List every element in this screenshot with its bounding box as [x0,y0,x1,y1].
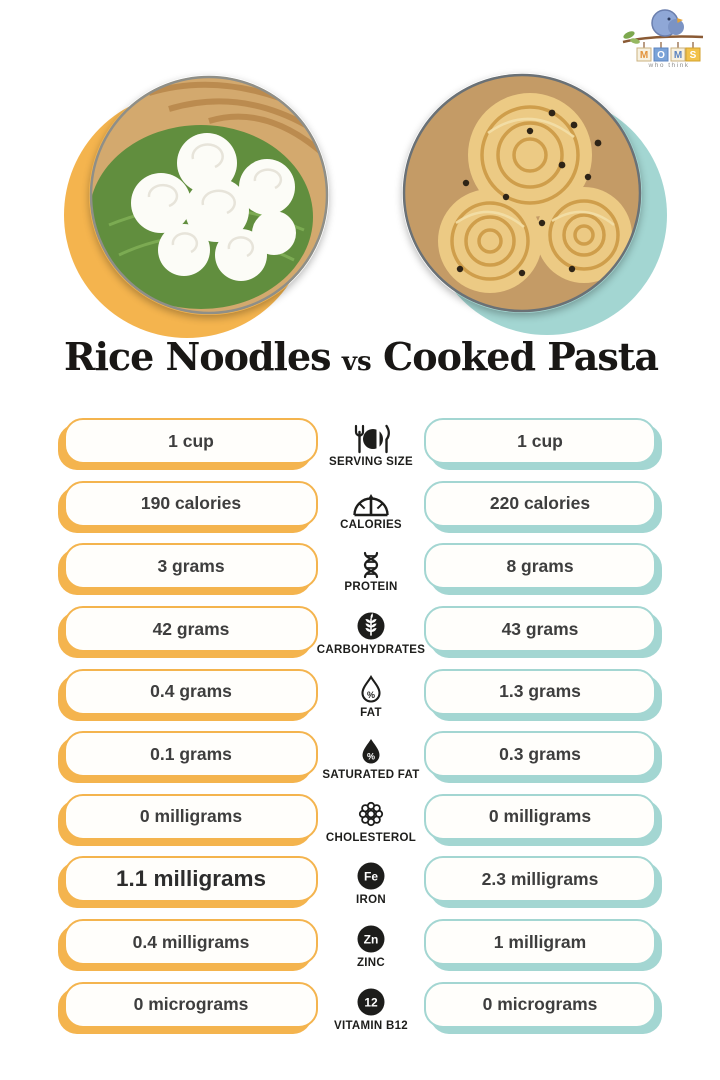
pasta-value-pill: 0.3 grams [424,731,656,778]
pasta-fat-value: 1.3 grams [499,681,581,702]
rice-value-pill: 3 grams [64,543,318,590]
page-title: Rice Noodles vs Cooked Pasta [64,334,659,379]
nutrient-label: ZINC [356,957,386,970]
nutrient-label: VITAMIN B12 [333,1019,408,1032]
rice-cholesterol-value: 0 milligrams [139,806,243,827]
nutrient-label: FAT [360,706,382,719]
rice-value-pill: 0.4 milligrams [64,919,318,966]
pasta-iron-value: 2.3 milligrams [481,868,599,889]
rice-value-pill: 1.1 milligrams [64,856,318,903]
row-zinc: 0.4 milligrams Zn ZINC 1 milligram [64,911,656,974]
pasta-value-pill: 220 calories [424,480,656,527]
moms-logo-illustration: M O M S who think [622,9,704,69]
rice-value-pill: 190 calories [64,480,318,527]
svg-text:Fe: Fe [364,870,378,884]
rice-serving-size-value: 1 cup [168,430,214,451]
pasta-value-pill: 1.3 grams [424,668,656,715]
nutrient-label: SERVING SIZE [329,456,413,469]
letter-blocks: M O M S [636,47,701,62]
rice-value-pill: 0.4 grams [64,668,318,715]
pasta-value-pill: 0 milligrams [424,793,656,840]
pasta-calories-value: 220 calories [489,493,591,514]
row-saturated-fat: 0.1 grams % SATURATED FAT 0.3 grams [64,723,656,786]
fat-droplet-icon: % [358,671,384,705]
rice-iron-value: 1.1 milligrams [115,866,267,892]
nutrition-comparison-table: 1 cup SERVING SIZE 1 cup 190 calories [64,410,656,1036]
nutrient-label: CHOLESTEROL [325,831,417,844]
rice-value-pill: 0 milligrams [64,793,318,840]
nutrient-label: IRON [356,894,386,907]
logo-letter: O [657,50,665,61]
rice-zinc-value: 0.4 milligrams [132,931,250,952]
logo-letter: M [674,50,682,61]
nutrient-label: CALORIES [340,518,402,531]
protein-helix-icon [357,545,385,579]
pasta-zinc-value: 1 milligram [493,931,587,952]
row-calories: 190 calories CALORIES 220 calories [64,473,656,536]
rice-vitamin-b12-value: 0 micrograms [133,994,249,1015]
cholesterol-molecule-icon [355,796,387,830]
svg-text:%: % [367,690,375,700]
pasta-value-pill: 1 milligram [424,919,656,966]
row-iron: 1.1 milligrams Fe IRON 2.3 milligrams [64,848,656,911]
saturated-fat-droplet-icon: % [358,733,384,767]
svg-text:%: % [367,752,375,762]
rice-value-pill: 1 cup [64,418,318,465]
rice-noodles-photo [89,75,329,315]
row-vitamin-b12: 0 micrograms 12 VITAMIN B12 0 micrograms [64,973,656,1036]
rice-carbohydrates-value: 42 grams [152,618,230,639]
right-food-title: Cooked Pasta [383,334,659,379]
moms-who-think-logo: M O M S who think [618,6,708,73]
vitamin-b12-icon: 12 [355,984,387,1018]
rice-value-pill: 0.1 grams [64,731,318,778]
row-carbohydrates: 42 grams CARBOHYDRAT [64,598,656,661]
row-protein: 3 grams PROTEIN 8 grams [64,535,656,598]
nutrient-label: SATURATED FAT [322,769,420,782]
pasta-saturated-fat-value: 0.3 grams [499,743,581,764]
cooked-pasta-photo [402,73,642,313]
rice-calories-value: 190 calories [140,493,242,514]
pasta-value-pill: 0 micrograms [424,981,656,1028]
pasta-protein-value: 8 grams [506,555,574,576]
rice-value-pill: 42 grams [64,606,318,653]
pasta-vitamin-b12-value: 0 micrograms [482,994,598,1015]
logo-letter: M [640,50,648,61]
svg-text:12: 12 [364,995,378,1009]
row-cholesterol: 0 milligrams CHOLESTEROL 0 milligrams [64,786,656,849]
pasta-value-pill: 2.3 milligrams [424,856,656,903]
carbohydrates-wheat-icon [355,608,387,642]
pasta-carbohydrates-value: 43 grams [501,618,579,639]
rice-saturated-fat-value: 0.1 grams [150,743,232,764]
rice-noodles-illustration [89,75,329,315]
rice-protein-value: 3 grams [157,555,225,576]
iron-fe-icon: Fe [355,858,387,892]
serving-size-icon [349,420,393,454]
pasta-serving-size-value: 1 cup [517,430,563,451]
rice-value-pill: 0 micrograms [64,981,318,1028]
nutrient-label: CARBOHYDRATES [316,644,426,657]
pasta-value-pill: 1 cup [424,418,656,465]
zinc-zn-icon: Zn [355,921,387,955]
brand-tagline: who think [648,62,690,68]
vs-label: vs [341,347,372,377]
row-serving-size: 1 cup SERVING SIZE 1 cup [64,410,656,473]
bird-icon [651,9,684,37]
nutrient-label: PROTEIN [344,581,398,594]
left-food-title: Rice Noodles [64,334,332,379]
rice-fat-value: 0.4 grams [150,681,232,702]
pasta-value-pill: 43 grams [424,606,656,653]
row-fat: 0.4 grams % FAT 1.3 grams [64,660,656,723]
svg-text:Zn: Zn [364,933,379,947]
calories-gauge-icon [351,483,391,517]
cooked-pasta-illustration [402,73,642,313]
pasta-value-pill: 8 grams [424,543,656,590]
pasta-cholesterol-value: 0 milligrams [488,806,592,827]
logo-letter: S [690,50,697,61]
